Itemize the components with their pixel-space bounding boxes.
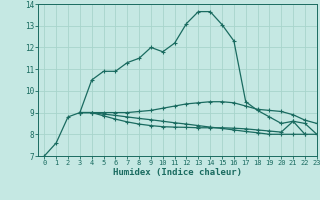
X-axis label: Humidex (Indice chaleur): Humidex (Indice chaleur) (113, 168, 242, 177)
